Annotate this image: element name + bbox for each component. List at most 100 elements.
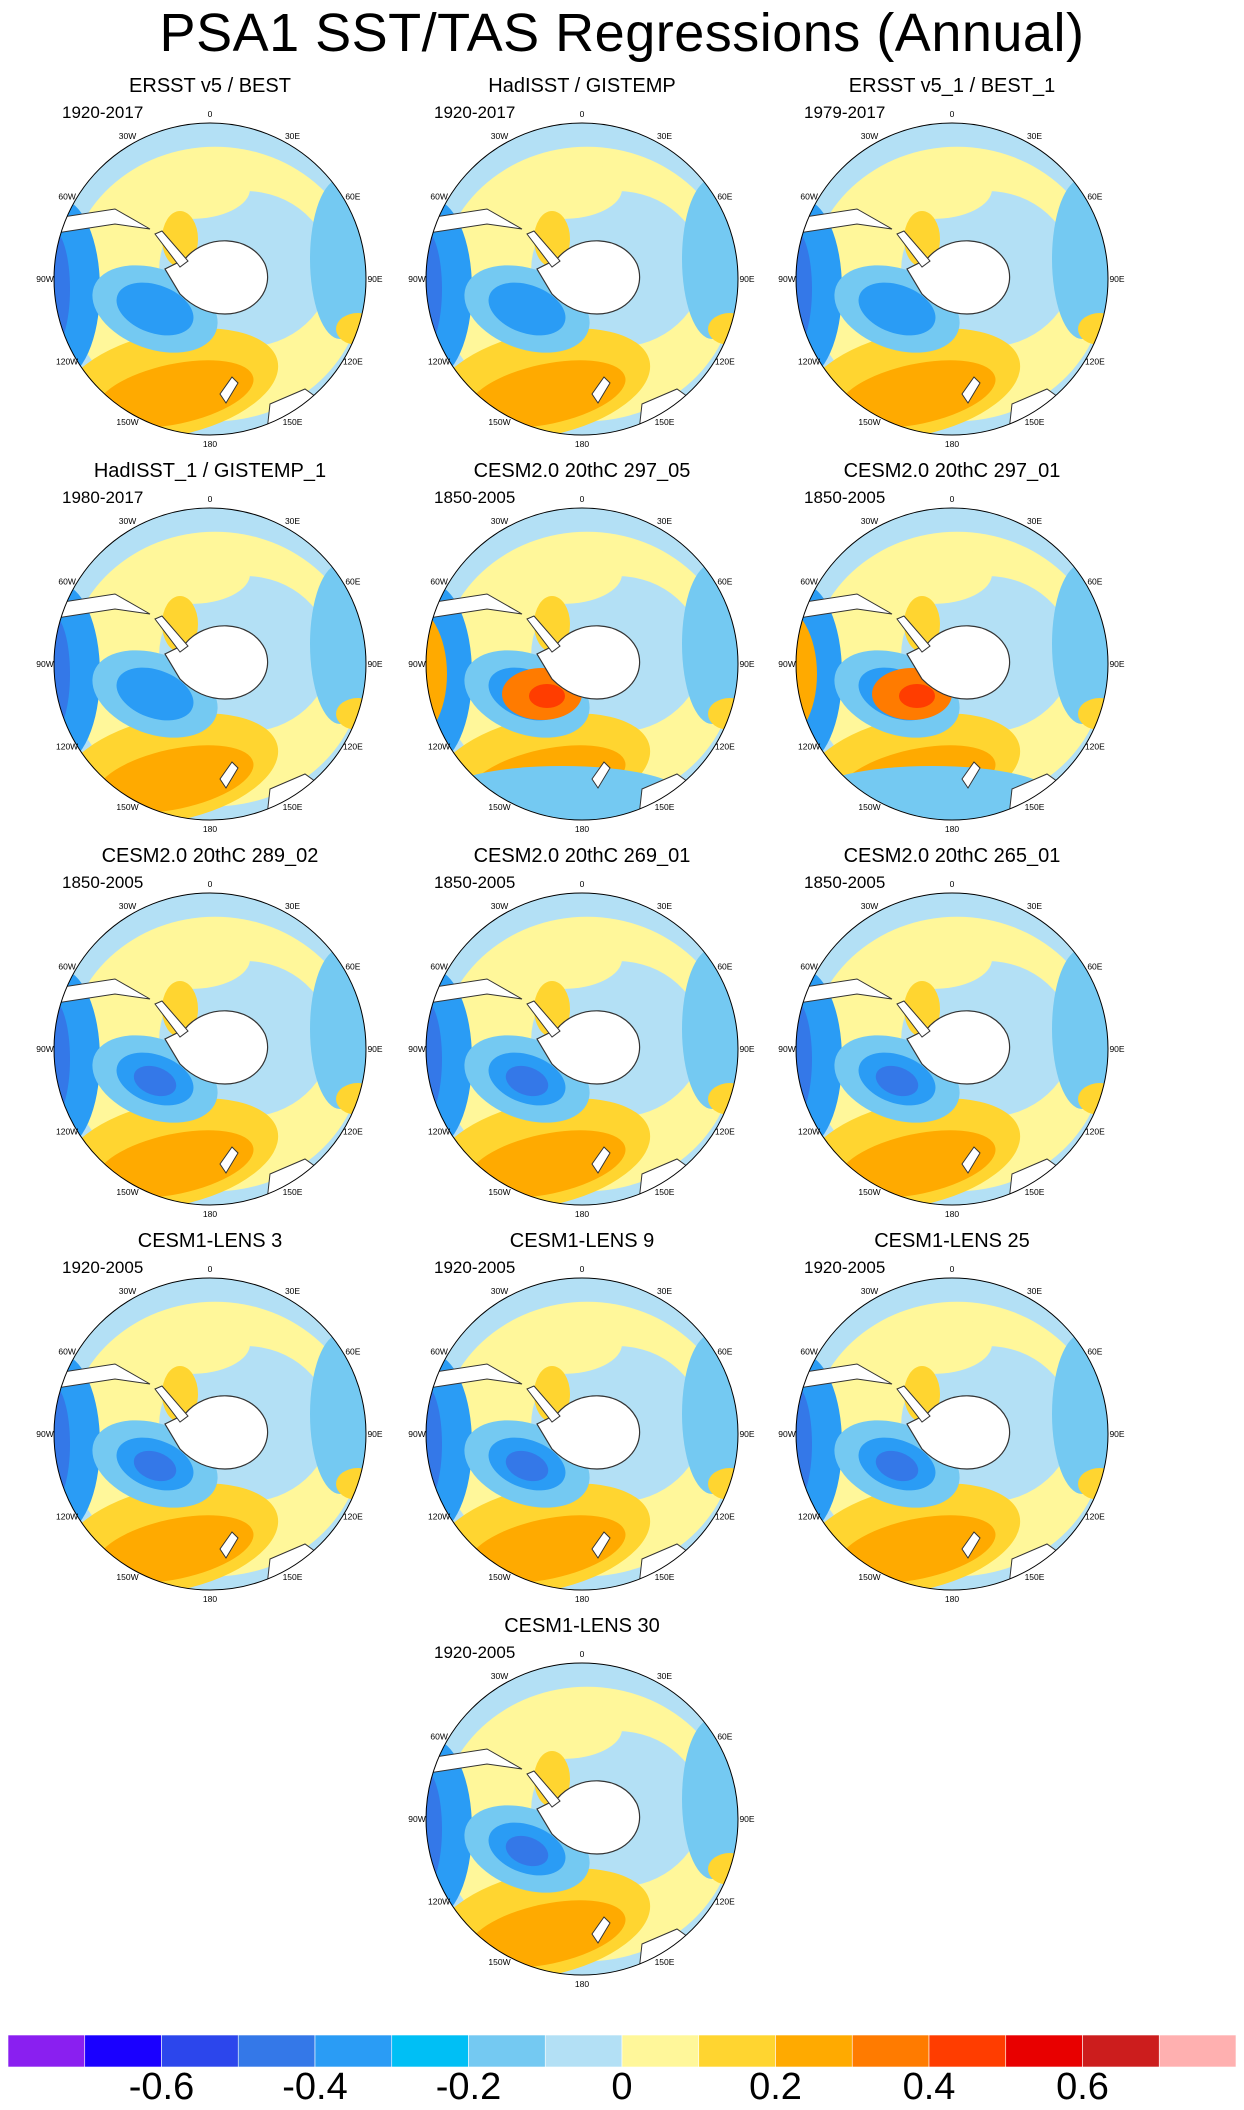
map-panel: CESM2.0 20thC 265_01 1850-2005 0 30E 60E 90E 1… xyxy=(772,845,1132,1225)
longitude-label: 30E xyxy=(657,131,672,141)
longitude-label: 0 xyxy=(580,1264,585,1274)
antarctica-coast xyxy=(536,625,641,700)
colorbar-tick-label: 0.6 xyxy=(1056,2066,1109,2108)
colorbar-bin xyxy=(928,2035,1007,2067)
longitude-label: 90W xyxy=(36,659,53,669)
longitude-label: 90W xyxy=(408,274,425,284)
longitude-label: 120E xyxy=(715,742,735,752)
map-panel: HadISST_1 / GISTEMP_1 1980-2017 0 30E 60E 90E… xyxy=(30,460,390,840)
longitude-label: 60W xyxy=(800,1347,817,1357)
longitude-label: 60W xyxy=(800,962,817,972)
longitude-label: 30W xyxy=(861,901,878,911)
regression-field xyxy=(54,893,366,1205)
longitude-label: 150E xyxy=(655,1957,675,1967)
map-boundary xyxy=(425,1277,739,1591)
map-panel: CESM1-LENS 3 1920-2005 0 30E 60E 90E 120E 150E 1… xyxy=(30,1230,390,1610)
colorbar-tick-label: -0.6 xyxy=(128,2066,195,2108)
longitude-label: 90W xyxy=(36,1044,53,1054)
longitude-label: 30W xyxy=(491,131,508,141)
map-boundary xyxy=(425,122,739,436)
colorbar-bin xyxy=(851,2035,930,2067)
longitude-label: 120E xyxy=(1085,742,1105,752)
longitude-label: 90E xyxy=(1109,659,1124,669)
colorbar-bin xyxy=(161,2035,239,2067)
colorbar xyxy=(8,2035,1236,2067)
longitude-label: 60E xyxy=(345,962,360,972)
longitude-label: 180 xyxy=(575,439,589,449)
panel-title: CESM1-LENS 3 xyxy=(137,1230,283,1252)
longitude-label: 30E xyxy=(285,1286,300,1296)
longitude-label: 150W xyxy=(116,1572,138,1582)
longitude-label: 90E xyxy=(1109,1044,1124,1054)
colorbar-tick-label: 0 xyxy=(611,2066,633,2108)
polar-map: 0 30E 60E 90E 120E 150E 180 150W 120W 90W 60W 30W xyxy=(36,1264,383,1604)
map-panel: CESM2.0 20thC 269_01 1850-2005 0 30E 60E 90E 1… xyxy=(402,845,762,1225)
longitude-label: 120E xyxy=(715,357,735,367)
longitude-label: 120W xyxy=(798,742,820,752)
panel-period: 1920-2005 xyxy=(62,1258,144,1277)
longitude-label: 0 xyxy=(580,879,585,889)
longitude-label: 30E xyxy=(1027,131,1042,141)
longitude-label: 120W xyxy=(798,357,820,367)
regression-field xyxy=(426,1663,738,1975)
longitude-label: 150W xyxy=(116,1187,138,1197)
antarctica-coast xyxy=(906,240,1011,315)
longitude-label: 150W xyxy=(858,1187,880,1197)
longitude-label: 150E xyxy=(1025,417,1045,427)
longitude-label: 120W xyxy=(798,1127,820,1137)
longitude-label: 120E xyxy=(343,1127,363,1137)
longitude-label: 150E xyxy=(283,1187,303,1197)
longitude-label: 90W xyxy=(778,659,795,669)
longitude-label: 120W xyxy=(798,1512,820,1522)
colorbar-tick-label: -0.2 xyxy=(435,2066,502,2108)
longitude-label: 30E xyxy=(1027,516,1042,526)
longitude-label: 90W xyxy=(408,1429,425,1439)
colorbar-bin xyxy=(1082,2035,1160,2067)
longitude-label: 30E xyxy=(1027,901,1042,911)
longitude-label: 120W xyxy=(428,1127,450,1137)
longitude-label: 90W xyxy=(778,274,795,284)
longitude-label: 150W xyxy=(488,1572,510,1582)
longitude-label: 60W xyxy=(58,577,75,587)
longitude-label: 180 xyxy=(203,439,217,449)
longitude-label: 60E xyxy=(717,1732,732,1742)
longitude-label: 0 xyxy=(950,109,955,119)
longitude-label: 30W xyxy=(491,901,508,911)
longitude-label: 30E xyxy=(657,1286,672,1296)
longitude-label: 180 xyxy=(575,1979,589,1989)
panel-title: CESM2.0 20thC 265_01 xyxy=(843,845,1061,867)
longitude-label: 0 xyxy=(580,494,585,504)
longitude-label: 150W xyxy=(488,802,510,812)
longitude-label: 150E xyxy=(1025,1187,1045,1197)
longitude-label: 60E xyxy=(345,192,360,202)
antarctica-coast xyxy=(536,1395,641,1470)
longitude-label: 30W xyxy=(119,516,136,526)
longitude-label: 120E xyxy=(715,1897,735,1907)
antarctica-coast xyxy=(906,1010,1011,1085)
map-boundary xyxy=(53,122,367,436)
regression-field xyxy=(54,1278,366,1590)
longitude-label: 60E xyxy=(717,962,732,972)
panel-title: ERSST v5_1 / BEST_1 xyxy=(848,75,1056,97)
panel-title: CESM2.0 20thC 297_05 xyxy=(473,460,691,482)
panel-period: 1920-2005 xyxy=(434,1643,516,1662)
longitude-label: 30W xyxy=(119,1286,136,1296)
map-boundary xyxy=(53,1277,367,1591)
map-panel: CESM2.0 20thC 289_02 1850-2005 0 30E 60E 90E 1… xyxy=(30,845,390,1225)
colorbar-tick-label: -0.4 xyxy=(282,2066,348,2108)
longitude-label: 150E xyxy=(283,1572,303,1582)
polar-map: 0 30E 60E 90E 120E 150E 180 150W 120W 90W 60W 30W xyxy=(408,1264,755,1604)
longitude-label: 30W xyxy=(491,516,508,526)
panel-period: 1920-2017 xyxy=(434,103,516,122)
antarctica-coast xyxy=(536,240,641,315)
longitude-label: 150W xyxy=(116,417,138,427)
longitude-label: 90W xyxy=(778,1429,795,1439)
longitude-label: 0 xyxy=(208,879,213,889)
longitude-label: 30W xyxy=(119,901,136,911)
colorbar-bin xyxy=(1158,2035,1236,2067)
colorbar-bin xyxy=(775,2035,853,2067)
antarctica-coast xyxy=(164,1010,269,1085)
colorbar-bin xyxy=(544,2035,623,2067)
longitude-label: 120E xyxy=(715,1512,735,1522)
longitude-label: 60W xyxy=(58,1347,75,1357)
